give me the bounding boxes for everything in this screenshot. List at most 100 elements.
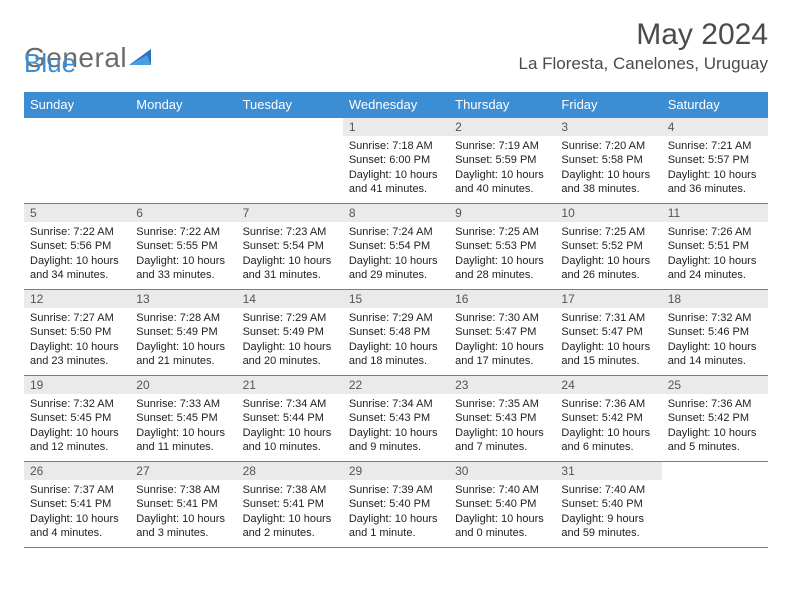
day-number: 31 [555,462,661,480]
day-details: Sunrise: 7:23 AMSunset: 5:54 PMDaylight:… [237,222,343,286]
calendar-cell: .. [237,118,343,204]
calendar-cell: .. [130,118,236,204]
page-root: General May 2024 La Floresta, Canelones,… [0,0,792,566]
calendar-cell: 7Sunrise: 7:23 AMSunset: 5:54 PMDaylight… [237,204,343,290]
day-number: 26 [24,462,130,480]
day-number: 13 [130,290,236,308]
calendar-cell: .. [24,118,130,204]
day-details: Sunrise: 7:22 AMSunset: 5:55 PMDaylight:… [130,222,236,286]
calendar-cell: 13Sunrise: 7:28 AMSunset: 5:49 PMDayligh… [130,290,236,376]
day-number: 22 [343,376,449,394]
header: General May 2024 La Floresta, Canelones,… [24,18,768,74]
day-number: 7 [237,204,343,222]
day-details: Sunrise: 7:38 AMSunset: 5:41 PMDaylight:… [130,480,236,544]
calendar-cell: 29Sunrise: 7:39 AMSunset: 5:40 PMDayligh… [343,462,449,548]
day-number: 11 [662,204,768,222]
day-details: Sunrise: 7:38 AMSunset: 5:41 PMDaylight:… [237,480,343,544]
calendar-cell: 23Sunrise: 7:35 AMSunset: 5:43 PMDayligh… [449,376,555,462]
day-details: Sunrise: 7:31 AMSunset: 5:47 PMDaylight:… [555,308,661,372]
calendar-cell: 6Sunrise: 7:22 AMSunset: 5:55 PMDaylight… [130,204,236,290]
day-details: Sunrise: 7:34 AMSunset: 5:43 PMDaylight:… [343,394,449,458]
day-details: Sunrise: 7:19 AMSunset: 5:59 PMDaylight:… [449,136,555,200]
calendar-cell: 30Sunrise: 7:40 AMSunset: 5:40 PMDayligh… [449,462,555,548]
day-number: 16 [449,290,555,308]
calendar-cell: 12Sunrise: 7:27 AMSunset: 5:50 PMDayligh… [24,290,130,376]
day-number: 10 [555,204,661,222]
day-details: Sunrise: 7:36 AMSunset: 5:42 PMDaylight:… [555,394,661,458]
day-number: 8 [343,204,449,222]
calendar-cell: 17Sunrise: 7:31 AMSunset: 5:47 PMDayligh… [555,290,661,376]
calendar-cell: 10Sunrise: 7:25 AMSunset: 5:52 PMDayligh… [555,204,661,290]
day-number: 28 [237,462,343,480]
logo-text-blue: Blue [24,48,76,78]
day-number: 14 [237,290,343,308]
day-number: 20 [130,376,236,394]
calendar-row: 26Sunrise: 7:37 AMSunset: 5:41 PMDayligh… [24,462,768,548]
day-details: Sunrise: 7:40 AMSunset: 5:40 PMDaylight:… [449,480,555,544]
day-header: Sunday [24,92,130,118]
calendar-row: 19Sunrise: 7:32 AMSunset: 5:45 PMDayligh… [24,376,768,462]
calendar-cell: .. [662,462,768,548]
day-details: Sunrise: 7:29 AMSunset: 5:49 PMDaylight:… [237,308,343,372]
day-number: 4 [662,118,768,136]
day-details: Sunrise: 7:33 AMSunset: 5:45 PMDaylight:… [130,394,236,458]
day-details: Sunrise: 7:39 AMSunset: 5:40 PMDaylight:… [343,480,449,544]
calendar-cell: 25Sunrise: 7:36 AMSunset: 5:42 PMDayligh… [662,376,768,462]
calendar-row: 5Sunrise: 7:22 AMSunset: 5:56 PMDaylight… [24,204,768,290]
day-details: Sunrise: 7:25 AMSunset: 5:53 PMDaylight:… [449,222,555,286]
triangle-icon [129,47,151,72]
day-details: Sunrise: 7:40 AMSunset: 5:40 PMDaylight:… [555,480,661,544]
day-number: 3 [555,118,661,136]
day-details: Sunrise: 7:20 AMSunset: 5:58 PMDaylight:… [555,136,661,200]
day-number: 27 [130,462,236,480]
day-header: Wednesday [343,92,449,118]
day-details: Sunrise: 7:35 AMSunset: 5:43 PMDaylight:… [449,394,555,458]
day-details: Sunrise: 7:37 AMSunset: 5:41 PMDaylight:… [24,480,130,544]
calendar-cell: 21Sunrise: 7:34 AMSunset: 5:44 PMDayligh… [237,376,343,462]
day-details: Sunrise: 7:27 AMSunset: 5:50 PMDaylight:… [24,308,130,372]
day-header: Thursday [449,92,555,118]
day-details: Sunrise: 7:26 AMSunset: 5:51 PMDaylight:… [662,222,768,286]
calendar-cell: 28Sunrise: 7:38 AMSunset: 5:41 PMDayligh… [237,462,343,548]
calendar-cell: 9Sunrise: 7:25 AMSunset: 5:53 PMDaylight… [449,204,555,290]
calendar-cell: 20Sunrise: 7:33 AMSunset: 5:45 PMDayligh… [130,376,236,462]
title-block: May 2024 La Floresta, Canelones, Uruguay [519,18,768,74]
day-details: Sunrise: 7:29 AMSunset: 5:48 PMDaylight:… [343,308,449,372]
day-number: 24 [555,376,661,394]
day-header: Monday [130,92,236,118]
day-details: Sunrise: 7:24 AMSunset: 5:54 PMDaylight:… [343,222,449,286]
calendar-cell: 15Sunrise: 7:29 AMSunset: 5:48 PMDayligh… [343,290,449,376]
calendar-cell: 22Sunrise: 7:34 AMSunset: 5:43 PMDayligh… [343,376,449,462]
day-details: Sunrise: 7:18 AMSunset: 6:00 PMDaylight:… [343,136,449,200]
day-number: 5 [24,204,130,222]
day-details: Sunrise: 7:36 AMSunset: 5:42 PMDaylight:… [662,394,768,458]
day-header: Tuesday [237,92,343,118]
day-details: Sunrise: 7:28 AMSunset: 5:49 PMDaylight:… [130,308,236,372]
calendar-cell: 8Sunrise: 7:24 AMSunset: 5:54 PMDaylight… [343,204,449,290]
day-details: Sunrise: 7:32 AMSunset: 5:45 PMDaylight:… [24,394,130,458]
day-number: 12 [24,290,130,308]
day-number: 23 [449,376,555,394]
day-header: Saturday [662,92,768,118]
day-details: Sunrise: 7:34 AMSunset: 5:44 PMDaylight:… [237,394,343,458]
day-details: Sunrise: 7:21 AMSunset: 5:57 PMDaylight:… [662,136,768,200]
day-number: 18 [662,290,768,308]
calendar-row: ......1Sunrise: 7:18 AMSunset: 6:00 PMDa… [24,118,768,204]
calendar-cell: 24Sunrise: 7:36 AMSunset: 5:42 PMDayligh… [555,376,661,462]
day-number: 2 [449,118,555,136]
calendar-cell: 18Sunrise: 7:32 AMSunset: 5:46 PMDayligh… [662,290,768,376]
calendar-table: Sunday Monday Tuesday Wednesday Thursday… [24,92,768,548]
day-number: 21 [237,376,343,394]
day-details: Sunrise: 7:30 AMSunset: 5:47 PMDaylight:… [449,308,555,372]
calendar-cell: 4Sunrise: 7:21 AMSunset: 5:57 PMDaylight… [662,118,768,204]
calendar-cell: 26Sunrise: 7:37 AMSunset: 5:41 PMDayligh… [24,462,130,548]
calendar-cell: 16Sunrise: 7:30 AMSunset: 5:47 PMDayligh… [449,290,555,376]
calendar-row: 12Sunrise: 7:27 AMSunset: 5:50 PMDayligh… [24,290,768,376]
day-header-row: Sunday Monday Tuesday Wednesday Thursday… [24,92,768,118]
day-number: 17 [555,290,661,308]
calendar-cell: 19Sunrise: 7:32 AMSunset: 5:45 PMDayligh… [24,376,130,462]
calendar-cell: 14Sunrise: 7:29 AMSunset: 5:49 PMDayligh… [237,290,343,376]
day-number: 1 [343,118,449,136]
location-text: La Floresta, Canelones, Uruguay [519,54,768,74]
calendar-cell: 27Sunrise: 7:38 AMSunset: 5:41 PMDayligh… [130,462,236,548]
